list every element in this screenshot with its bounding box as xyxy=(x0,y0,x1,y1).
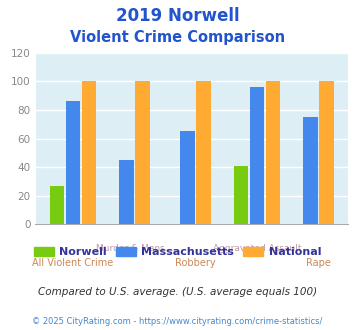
Text: Rape: Rape xyxy=(306,258,331,268)
Text: 2019 Norwell: 2019 Norwell xyxy=(116,7,239,25)
Text: Robbery: Robbery xyxy=(175,258,216,268)
Bar xyxy=(119,160,134,224)
Bar xyxy=(250,87,264,224)
Bar xyxy=(196,82,211,224)
Legend: Norwell, Massachusetts, National: Norwell, Massachusetts, National xyxy=(29,242,326,262)
Text: Compared to U.S. average. (U.S. average equals 100): Compared to U.S. average. (U.S. average … xyxy=(38,287,317,297)
Bar xyxy=(234,166,248,224)
Bar xyxy=(319,82,334,224)
Bar xyxy=(66,101,80,224)
Bar xyxy=(135,82,150,224)
Text: Murder & Mans...: Murder & Mans... xyxy=(95,244,173,253)
Bar xyxy=(303,117,318,224)
Bar xyxy=(266,82,280,224)
Text: © 2025 CityRating.com - https://www.cityrating.com/crime-statistics/: © 2025 CityRating.com - https://www.city… xyxy=(32,317,323,326)
Bar xyxy=(82,82,96,224)
Text: Aggravated Assault: Aggravated Assault xyxy=(213,244,301,253)
Bar xyxy=(50,186,64,224)
Text: All Violent Crime: All Violent Crime xyxy=(32,258,114,268)
Text: Violent Crime Comparison: Violent Crime Comparison xyxy=(70,30,285,45)
Bar xyxy=(180,131,195,224)
